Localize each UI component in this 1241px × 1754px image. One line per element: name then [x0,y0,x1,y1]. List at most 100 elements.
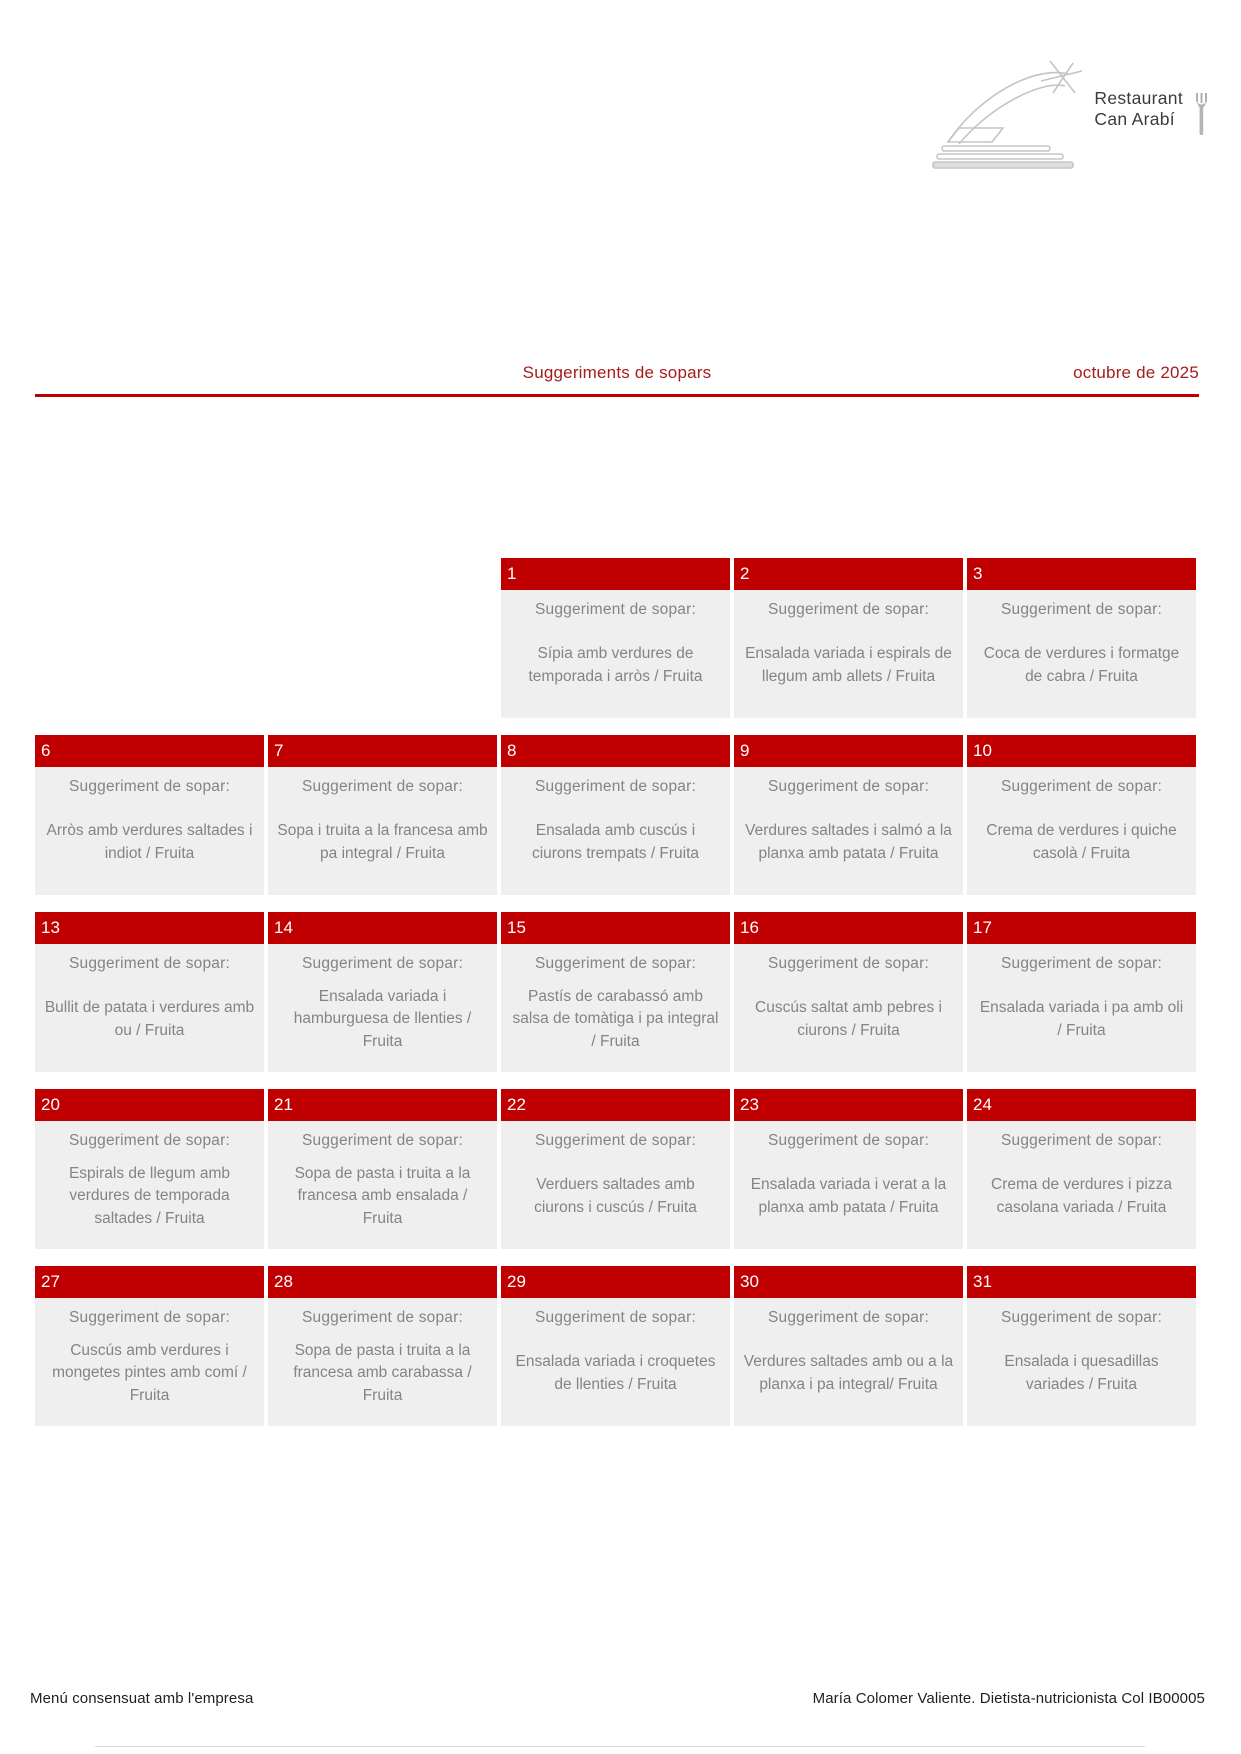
day-number: 23 [740,1095,759,1114]
menu-text: Ensalada amb cuscús i ciurons trempats /… [531,822,700,862]
calendar-cell-8: 8 Suggeriment de sopar: Ensalada amb cuscú… [501,735,730,895]
bottom-divider [95,1746,1145,1747]
menu-text-box: Sopa de pasta i truita a la francesa amb… [268,1327,497,1426]
cell-body: Suggeriment de sopar: Ensalada variada i … [734,590,963,718]
suggestion-label: Suggeriment de sopar: [1000,955,1163,972]
suggestion-label: Suggeriment de sopar: [68,1132,231,1149]
menu-text: Bullit de patata i verdures amb ou / Fru… [44,999,255,1039]
month-label: octubre de 2025 [1073,363,1199,382]
document-header: Suggeriments de sopars octubre de 2025 [35,363,1199,389]
day-number: 31 [973,1272,992,1291]
cell-body: Suggeriment de sopar: Coca de verdures i … [967,590,1196,718]
suggestion-label: Suggeriment de sopar: [301,955,464,972]
day-number-bar: 24 [967,1089,1196,1121]
day-number: 27 [41,1272,60,1291]
menu-text: Cuscús amb verdures i mongetes pintes am… [52,1341,247,1404]
menu-text: Ensalada variada i pa amb oli / Fruita [979,999,1184,1039]
day-number-bar: 21 [268,1089,497,1121]
cell-body: Suggeriment de sopar: Espirals de llegum … [35,1121,264,1249]
day-number: 13 [41,918,60,937]
calendar-cell-24: 24 Suggeriment de sopar: Crema de verdures… [967,1089,1196,1249]
menu-text: Arròs amb verdures saltades i indiot / F… [46,822,253,862]
menu-text: Verdures saltades i salmó a la planxa am… [745,822,952,862]
suggestion-label: Suggeriment de sopar: [301,1132,464,1149]
suggestion-label: Suggeriment de sopar: [534,955,697,972]
day-number-bar: 30 [734,1266,963,1298]
menu-text-box: Ensalada variada i verat a la planxa amb… [734,1150,963,1249]
page-footer: Menú consensuat amb l'empresa María Colo… [30,1690,1205,1707]
menu-text-box: Ensalada amb cuscús i ciurons trempats /… [501,796,730,895]
day-number: 17 [973,918,992,937]
menu-text: Coca de verdures i formatge de cabra / F… [983,645,1180,685]
menu-text-box: Ensalada variada i croquetes de llenties… [501,1327,730,1426]
calendar-cell-16: 16 Suggeriment de sopar: Cuscús saltat amb… [734,912,963,1072]
cell-body: Suggeriment de sopar: Verdures saltades i… [734,767,963,895]
cell-body: Suggeriment de sopar: Ensalada variada i … [967,944,1196,1072]
calendar-cell-17: 17 Suggeriment de sopar: Ensalada variada … [967,912,1196,1072]
calendar-cell-28: 28 Suggeriment de sopar: Sopa de pasta i t… [268,1266,497,1426]
day-number-bar: 9 [734,735,963,767]
menu-text-box: Sopa de pasta i truita a la francesa amb… [268,1150,497,1249]
menu-text-box: Sípia amb verdures de temporada i arròs … [501,619,730,718]
menu-text: Verduers saltades amb ciurons i cuscús /… [534,1176,697,1216]
day-number-bar: 20 [35,1089,264,1121]
cell-body: Suggeriment de sopar: Sopa de pasta i tru… [268,1298,497,1426]
day-number: 15 [507,918,526,937]
calendar-cell-21: 21 Suggeriment de sopar: Sopa de pasta i t… [268,1089,497,1249]
calendar-cell-31: 31 Suggeriment de sopar: Ensalada i quesad… [967,1266,1196,1426]
cell-body: Suggeriment de sopar: Crema de verdures i… [967,767,1196,895]
day-number: 7 [274,741,284,760]
day-number-bar: 31 [967,1266,1196,1298]
day-number-bar: 14 [268,912,497,944]
calendar-cell-29: 29 Suggeriment de sopar: Ensalada variada … [501,1266,730,1426]
menu-text-box: Coca de verdures i formatge de cabra / F… [967,619,1196,718]
menu-text-box: Verdures saltades i salmó a la planxa am… [734,796,963,895]
day-number-bar: 28 [268,1266,497,1298]
calendar-cell-23: 23 Suggeriment de sopar: Ensalada variada … [734,1089,963,1249]
day-number: 20 [41,1095,60,1114]
calendar-cell-6: 6 Suggeriment de sopar: Arròs amb verdures… [35,735,264,895]
suggestion-label: Suggeriment de sopar: [534,601,697,618]
calendar-cell-10: 10 Suggeriment de sopar: Crema de verdures… [967,735,1196,895]
menu-text-box: Cuscús amb verdures i mongetes pintes am… [35,1327,264,1426]
menu-text-box: Espirals de llegum amb verdures de tempo… [35,1150,264,1249]
cell-body: Suggeriment de sopar: Ensalada i quesadil… [967,1298,1196,1426]
restaurant-logo: Restaurant Can Arabí [932,58,1208,170]
calendar-cell-3: 3 Suggeriment de sopar: Coca de verdures i… [967,558,1196,718]
menu-text-box: Sopa i truita a la francesa amb pa integ… [268,796,497,895]
calendar-cell-2: 2 Suggeriment de sopar: Ensalada variada i… [734,558,963,718]
suggestion-label: Suggeriment de sopar: [534,1309,697,1326]
menu-text: Sípia amb verdures de temporada i arròs … [528,645,703,685]
menu-text-box: Ensalada variada i hamburguesa de llenti… [268,973,497,1072]
cell-body: Suggeriment de sopar: Cuscús amb verdures… [35,1298,264,1426]
calendar-cell-13: 13 Suggeriment de sopar: Bullit de patata … [35,912,264,1072]
suggestion-label: Suggeriment de sopar: [767,1309,930,1326]
suggestion-label: Suggeriment de sopar: [767,601,930,618]
menu-text-box: Ensalada variada i pa amb oli / Fruita [967,973,1196,1072]
logo-line-restaurant: Restaurant [1094,88,1183,108]
calendar-cell-22: 22 Suggeriment de sopar: Verduers saltades… [501,1089,730,1249]
cell-body: Suggeriment de sopar: Pastís de carabassó… [501,944,730,1072]
day-number: 22 [507,1095,526,1114]
logo-line-name: Can Arabí [1094,109,1175,129]
cell-body: Suggeriment de sopar: Sopa de pasta i tru… [268,1121,497,1249]
calendar-cell-14: 14 Suggeriment de sopar: Ensalada variada … [268,912,497,1072]
cell-body: Suggeriment de sopar: Cuscús saltat amb p… [734,944,963,1072]
day-number-bar: 23 [734,1089,963,1121]
cell-body: Suggeriment de sopar: Bullit de patata i … [35,944,264,1072]
menu-text: Crema de verdures i quiche casolà / Frui… [986,822,1177,862]
day-number-bar: 17 [967,912,1196,944]
cell-body: Suggeriment de sopar: Ensalada variada i … [734,1121,963,1249]
calendar-cell-30: 30 Suggeriment de sopar: Verdures saltades… [734,1266,963,1426]
calendar-cell-9: 9 Suggeriment de sopar: Verdures saltades … [734,735,963,895]
suggestion-label: Suggeriment de sopar: [534,778,697,795]
day-number: 10 [973,741,992,760]
day-number: 14 [274,918,293,937]
menu-text-box: Verdures saltades amb ou a la planxa i p… [734,1327,963,1426]
day-number-bar: 2 [734,558,963,590]
cell-body: Suggeriment de sopar: Ensalada variada i … [501,1298,730,1426]
suggestion-label: Suggeriment de sopar: [68,1309,231,1326]
logo-wordmark: Restaurant Can Arabí [1094,88,1183,130]
suggestion-label: Suggeriment de sopar: [68,955,231,972]
suggestion-label: Suggeriment de sopar: [301,778,464,795]
